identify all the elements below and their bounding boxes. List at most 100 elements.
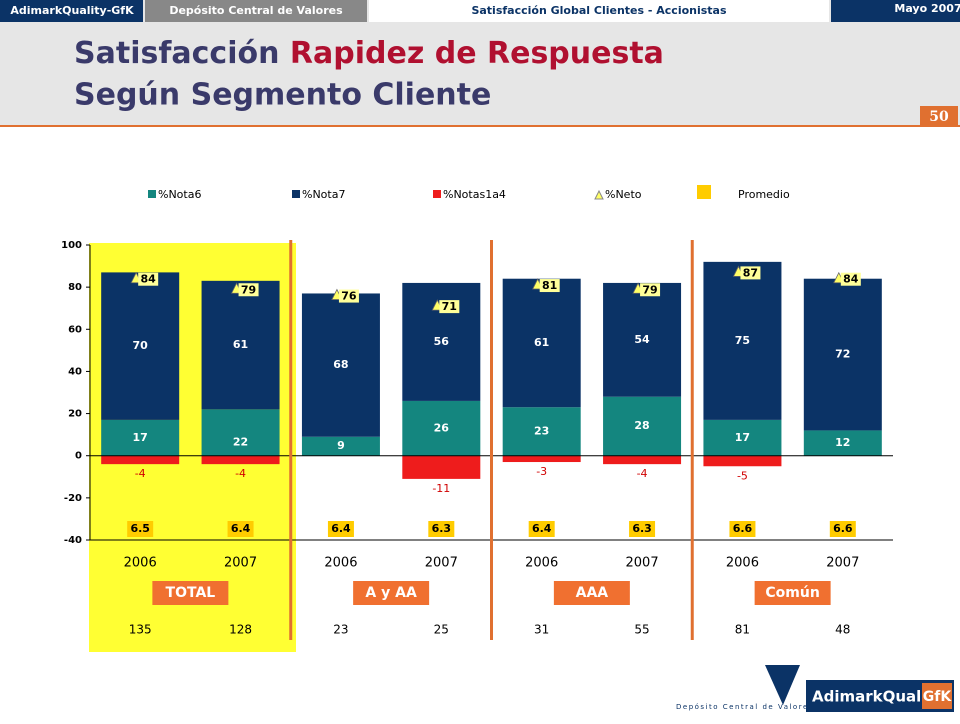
base-label: 128 [229, 623, 252, 637]
data-label: 87 [743, 266, 758, 279]
group-label: TOTAL [166, 585, 216, 601]
group-label: A y AA [365, 585, 417, 601]
y-tick-label: 60 [68, 324, 82, 335]
logo-text: AdimarkQuality [812, 688, 944, 706]
bar-segment [703, 419, 782, 456]
page-number-box [920, 106, 958, 126]
label-bg [729, 521, 756, 537]
average-label: 6.6 [833, 522, 853, 535]
legend-swatch [697, 185, 711, 199]
title: Satisfacción Rapidez de Respuesta [74, 36, 664, 71]
legend-swatch [433, 190, 441, 198]
legend-label: %Nota7 [302, 188, 345, 201]
bar-segment [301, 293, 380, 437]
label-bg [840, 272, 861, 286]
data-label: 70 [133, 339, 149, 352]
average-label: 6.4 [231, 522, 251, 535]
data-label: 84 [141, 273, 157, 286]
logo-box [922, 683, 952, 709]
title: Según Segmento Cliente [74, 78, 491, 113]
base-label: 25 [434, 623, 449, 637]
tab [831, 0, 960, 22]
y-tick-label: 100 [61, 240, 82, 251]
x-tick-label: 2007 [425, 556, 458, 571]
title-part: Satisfacción [74, 36, 279, 71]
label-bg [238, 283, 259, 297]
label-bg [829, 521, 856, 537]
group-label: AAA [576, 585, 609, 601]
x-tick-label: 2007 [626, 556, 659, 571]
data-label: -4 [135, 467, 146, 480]
x-tick-label: 2006 [525, 556, 558, 571]
logo-text: GfK [923, 689, 953, 705]
label-bg [138, 272, 159, 286]
base-label: 81 [735, 623, 750, 637]
data-label: -11 [432, 482, 450, 495]
bar-segment [502, 407, 581, 456]
bar-segment [803, 430, 882, 456]
base-label: 135 [129, 623, 152, 637]
label-bg [127, 521, 154, 537]
tab-label: AdimarkQuality-GfK [10, 4, 134, 17]
page-number: 50 [929, 109, 949, 125]
logo-icon [765, 665, 800, 705]
bar-segment [703, 455, 782, 467]
data-label: 71 [442, 300, 457, 313]
average-label: 6.4 [532, 522, 552, 535]
y-tick-label: -20 [64, 493, 82, 504]
data-label: 17 [735, 431, 750, 444]
group-box [754, 581, 831, 605]
average-label: 6.3 [432, 522, 452, 535]
data-label: 12 [835, 436, 850, 449]
data-label: 17 [133, 431, 148, 444]
base-label: 48 [835, 623, 850, 637]
bar-segment [603, 455, 682, 465]
label-bg [428, 521, 455, 537]
legend-swatch [148, 190, 156, 198]
data-label: 75 [735, 334, 750, 347]
group-label: Común [765, 585, 819, 601]
data-label: 22 [233, 436, 248, 449]
bar-segment [201, 455, 280, 465]
data-label: 72 [835, 348, 850, 361]
data-label: 76 [341, 290, 357, 303]
data-label: 9 [337, 439, 345, 452]
base-label: 31 [534, 623, 549, 637]
legend-swatch [292, 190, 300, 198]
tab [145, 0, 367, 22]
data-label: 56 [434, 335, 450, 348]
label-bg [640, 283, 661, 297]
bar-segment [603, 396, 682, 456]
label-bg [528, 521, 555, 537]
bar-segment [502, 278, 581, 408]
bar-segment [603, 282, 682, 397]
label-bg [740, 266, 761, 280]
bar-segment [101, 455, 180, 465]
data-label: -3 [536, 465, 547, 478]
y-tick-label: 40 [68, 366, 82, 377]
group-box [353, 581, 430, 605]
data-label: 79 [642, 283, 657, 296]
label-bg [539, 279, 560, 293]
bar-segment [101, 272, 180, 420]
legend-label: Promedio [738, 188, 790, 201]
average-label: 6.3 [632, 522, 652, 535]
legend-label: %Nota6 [158, 188, 201, 201]
bar-segment [201, 280, 280, 410]
group-box [553, 581, 630, 605]
legend-label: %Neto [605, 188, 642, 201]
x-tick-label: 2007 [224, 556, 257, 571]
group-box [152, 581, 229, 605]
data-label: 26 [434, 421, 450, 434]
data-label: 84 [843, 273, 859, 286]
y-tick-label: -40 [64, 535, 82, 546]
average-label: 6.5 [130, 522, 150, 535]
tab [0, 0, 143, 22]
bar-segment [502, 455, 581, 463]
y-tick-label: 80 [68, 282, 82, 293]
data-label: -4 [235, 467, 246, 480]
tab-label: Satisfacción Global Clientes - Accionist… [471, 4, 727, 17]
bar-segment [402, 400, 481, 456]
x-tick-label: 2006 [124, 556, 157, 571]
